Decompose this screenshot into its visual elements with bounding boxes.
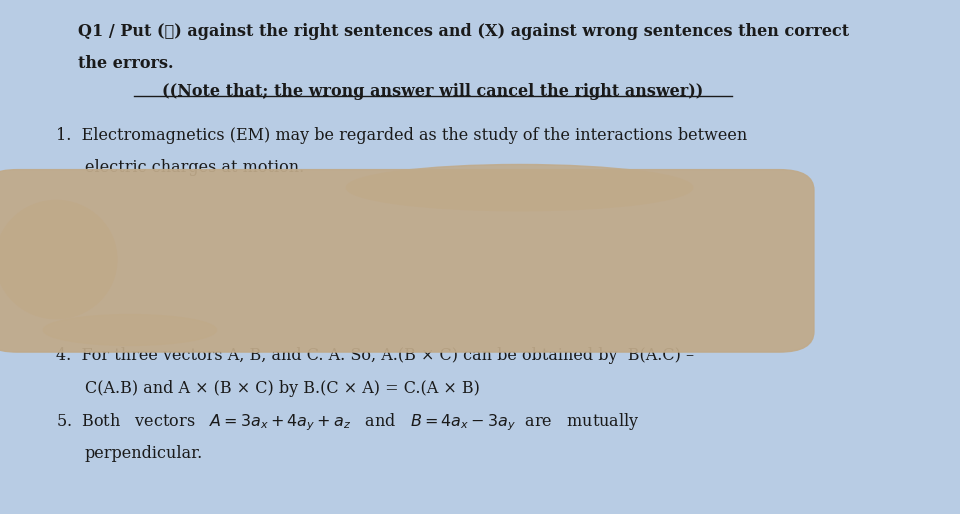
Text: C(A.B) and A × (B × C) by B.(C × A) = C.(A × B): C(A.B) and A × (B × C) by B.(C × A) = C.… [84,380,480,397]
Text: 5.  Both   vectors   $A = 3a_x + 4a_y + a_z$   and   $B = 4a_x - 3a_y$  are   mu: 5. Both vectors $A = 3a_x + 4a_y + a_z$ … [57,411,640,433]
Ellipse shape [43,315,216,345]
Text: Q1 / Put (✓) against the right sentences and (X) against wrong sentences then co: Q1 / Put (✓) against the right sentences… [78,23,849,40]
Text: 4.  For three vectors A, B, and C. A. So, A.(B × C) can be obtained by  B(A.C) –: 4. For three vectors A, B, and C. A. So,… [57,347,694,364]
Text: ((Note that; the wrong answer will cancel the right answer)): ((Note that; the wrong answer will cance… [162,83,704,100]
Text: 1.  Electromagnetics (EM) may be regarded as the study of the interactions betwe: 1. Electromagnetics (EM) may be regarded… [57,127,748,144]
Text: the errors.: the errors. [78,55,174,72]
Ellipse shape [347,164,693,211]
Text: perpendicular.: perpendicular. [84,445,204,462]
Ellipse shape [0,200,117,319]
Text: electric charges at motion.: electric charges at motion. [84,159,304,176]
FancyBboxPatch shape [0,170,814,352]
